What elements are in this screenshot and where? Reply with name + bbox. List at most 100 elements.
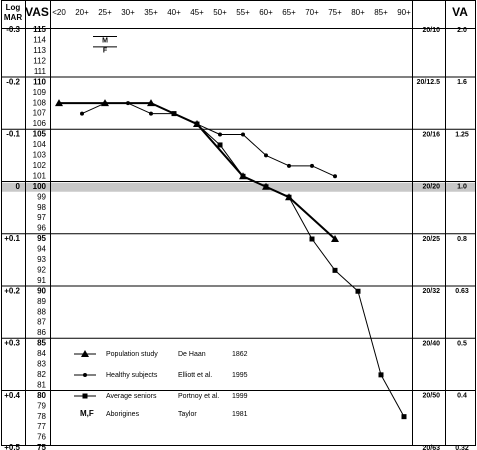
logmar-label: 0 (16, 182, 21, 191)
series-point-3 (401, 414, 407, 420)
vas-tick-label: 107 (33, 109, 47, 118)
series-point-3 (171, 111, 177, 117)
vas-tick-label: 99 (37, 192, 46, 201)
vas-tick-label: 102 (33, 161, 47, 170)
vas-tick-label: 86 (37, 328, 46, 337)
x-tick-label: 90+ (397, 8, 411, 17)
vas-tick-label: 100 (33, 182, 47, 191)
vas-tick-label: 82 (37, 370, 46, 379)
series-point-3 (332, 267, 338, 273)
vas-tick-label: 76 (37, 433, 46, 442)
series-point-3 (263, 184, 269, 190)
x-tick-label: <20 (52, 8, 66, 17)
legend-author: Portnoy et al. (178, 393, 219, 400)
x-tick-label: 20+ (75, 8, 89, 17)
decimal-label: 1.25 (455, 131, 469, 138)
legend-author: De Haan (178, 351, 206, 358)
vas-tick-label: 77 (37, 422, 46, 431)
decimal-label: 2.0 (457, 27, 467, 34)
logmar-label: -0.1 (6, 130, 20, 139)
snellen-label: 20/32 (422, 288, 440, 295)
highlight-band (1, 182, 476, 192)
va-header: VA (452, 5, 468, 19)
aborigine-label: F (103, 48, 108, 55)
logmar-label: +0.2 (4, 286, 20, 295)
series-point-2 (126, 101, 130, 106)
legend-author: Taylor (178, 411, 197, 418)
vas-tick-label: 101 (33, 171, 47, 180)
snellen-label: 20/10 (422, 27, 440, 34)
x-tick-label: 65+ (282, 8, 296, 17)
logmar-label: +0.5 (4, 443, 20, 450)
vas-tick-label: 110 (33, 77, 46, 86)
series-point-2 (80, 111, 84, 116)
snellen-label: 20/50 (422, 393, 440, 400)
x-tick-label: 75+ (328, 8, 342, 17)
vas-tick-label: 96 (37, 224, 46, 233)
vas-tick-label: 79 (37, 401, 46, 410)
x-tick-label: 60+ (259, 8, 273, 17)
series-point-3 (194, 121, 200, 127)
series-point-3 (355, 288, 361, 294)
legend-name: Aborigines (106, 411, 140, 418)
x-tick-label: 40+ (167, 8, 181, 17)
legend-marker (81, 350, 89, 357)
x-tick-label: 30+ (121, 8, 135, 17)
series-point-1 (147, 99, 155, 107)
snellen-label: 20/20 (422, 184, 440, 191)
vas-tick-label: 78 (37, 412, 46, 421)
series-point-2 (333, 174, 337, 179)
decimal-label: 0.5 (457, 340, 467, 347)
snellen-label: 20/25 (422, 236, 440, 243)
vas-tick-label: 80 (37, 391, 46, 400)
series-point-2 (149, 111, 153, 116)
legend-name: Average seniors (106, 393, 157, 400)
series-point-2 (103, 101, 107, 106)
vas-tick-label: 103 (33, 151, 47, 160)
decimal-label: 1.0 (457, 184, 467, 191)
vas-tick-label: 85 (37, 339, 46, 348)
series-point-2 (287, 163, 291, 168)
snellen-label: 20/12.5 (417, 79, 440, 86)
legend-marker (82, 393, 88, 399)
vas-tick-label: 89 (37, 297, 46, 306)
series-point-3 (286, 194, 292, 200)
snellen-label: 20/63 (422, 445, 440, 450)
series-point-1 (331, 235, 339, 242)
decimal-label: 0.8 (457, 236, 467, 243)
series-point-2 (310, 163, 314, 168)
vas-tick-label: 98 (37, 203, 46, 212)
legend-year: 1999 (232, 393, 248, 400)
legend-name: Population study (106, 351, 158, 358)
logmar-label: +0.1 (4, 234, 20, 243)
vas-tick-label: 104 (33, 140, 47, 149)
series-point-2 (218, 132, 222, 137)
snellen-label: 20/16 (422, 131, 440, 138)
series-point-1 (55, 99, 63, 107)
vas-tick-label: 97 (37, 213, 46, 222)
series-point-3 (309, 236, 315, 242)
x-tick-label: 25+ (98, 8, 112, 17)
logmar-label: +0.4 (4, 391, 20, 400)
logmar-label: -0.2 (6, 77, 20, 86)
x-tick-label: 80+ (351, 8, 365, 17)
series-point-3 (217, 142, 223, 148)
logmar-label: -0.3 (6, 25, 20, 34)
decimal-label: 0.4 (457, 393, 467, 400)
series-point-2 (264, 153, 268, 158)
vas-tick-label: 90 (37, 286, 46, 295)
vas-tick-label: 108 (33, 98, 47, 107)
vas-tick-label: 105 (33, 130, 47, 139)
logmar-label: +0.3 (4, 339, 20, 348)
vas-tick-label: 115 (33, 25, 46, 34)
series-line-2 (81, 102, 336, 177)
series-point-3 (378, 372, 384, 378)
decimal-label: 1.6 (457, 79, 467, 86)
legend-marker: M,F (80, 409, 94, 418)
vas-tick-label: 109 (33, 88, 47, 97)
legend-year: 1981 (232, 411, 248, 418)
